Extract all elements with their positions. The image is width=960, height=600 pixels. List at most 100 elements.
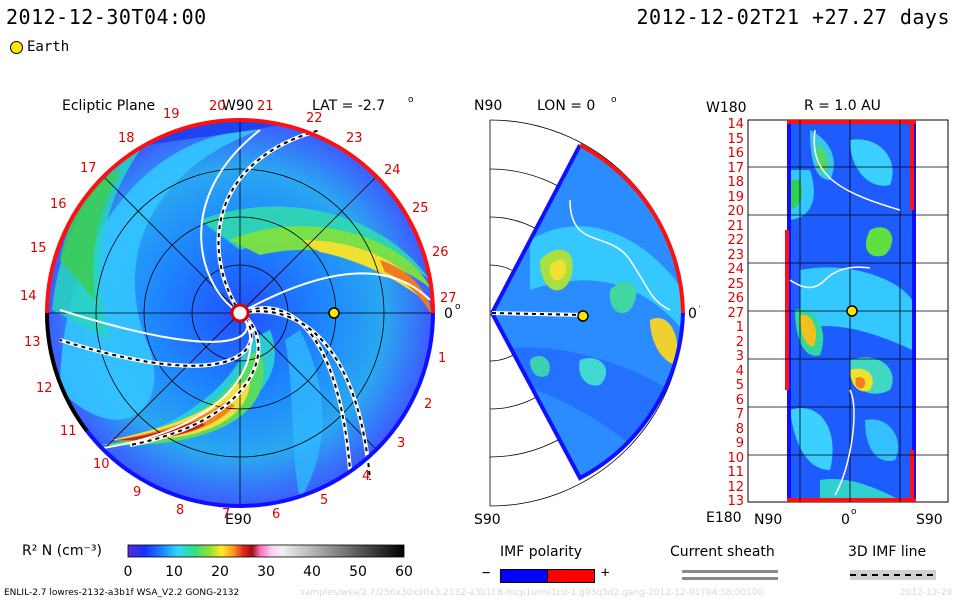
svg-text:20: 20 [211,564,229,580]
svg-text:20: 20 [727,204,744,219]
svg-text:6: 6 [272,507,280,522]
colorbar: 0 10 20 30 40 50 60 [124,544,413,580]
ecliptic-polarity-rim [44,118,435,509]
ecliptic-top-label: W90 [222,98,254,114]
radial-title: R = 1.0 AU [804,98,881,114]
svg-text:16: 16 [727,146,744,161]
svg-text:30: 30 [257,564,275,580]
svg-text:17: 17 [80,161,97,176]
colorbar-label: R² N (cm⁻³) [22,543,102,559]
ecliptic-bottom-label: E90 [225,512,252,528]
imf-polarity-minus: − [482,565,491,581]
svg-text:24: 24 [384,163,401,178]
imf-polarity-plus: + [601,565,610,581]
ecliptic-tick-labels: 19 20 21 22 23 24 25 26 27 1 2 3 4 5 6 7… [20,99,457,522]
meridional-rim-red [579,143,685,314]
svg-text:3: 3 [397,436,405,451]
radial-top-left: W180 [706,100,747,116]
radial-x-mid: 0 [841,512,850,528]
svg-text:14: 14 [727,117,744,132]
svg-text:22: 22 [727,233,744,248]
svg-text:22: 22 [306,111,323,126]
meridional-lon-degree: o [611,95,617,105]
current-sheath-line-1 [682,570,778,573]
svg-text:25: 25 [727,277,744,292]
ecliptic-plane-panel: Ecliptic Plane LAT = -2.7 o W90 E90 0 o [20,95,461,528]
svg-text:8: 8 [736,422,744,437]
ecliptic-lat-degree: o [408,95,414,105]
svg-text:20: 20 [209,99,226,114]
meridional-rim-upper [490,144,582,314]
meridional-right-degree: o [699,302,700,312]
ecliptic-lat-label: LAT = -2.7 [312,98,385,114]
svg-text:26: 26 [727,291,744,306]
ecliptic-title: Ecliptic Plane [62,98,155,114]
svg-text:10: 10 [727,451,744,466]
svg-text:12: 12 [727,480,744,495]
svg-text:12: 12 [36,381,53,396]
svg-text:18: 18 [727,175,744,190]
ecliptic-right-label: 0 [444,306,453,322]
svg-text:16: 16 [50,197,67,212]
meridional-rim-blue [490,312,685,481]
date-left: 2012-12-30T04:00 [6,5,207,29]
radial-earth-marker-icon [846,305,858,317]
svg-text:11: 11 [60,424,77,439]
svg-text:9: 9 [133,485,141,500]
meridional-panel: N90 LON = 0 o S90 0 o [474,95,700,528]
meridional-lon-label: LON = 0 [537,98,595,114]
earth-legend-label: Earth [27,39,70,55]
svg-text:27: 27 [727,306,744,321]
footer-right: 2012-12-29 [900,588,953,598]
svg-text:27: 27 [440,291,457,306]
radial-surface-panel: W180 R = 1.0 AU E180 N90 0 o S90 [706,98,949,528]
ecliptic-right-degree: o [455,302,461,312]
svg-text:21: 21 [257,99,274,114]
svg-text:19: 19 [163,107,180,122]
svg-text:5: 5 [736,378,744,393]
svg-text:4: 4 [362,469,370,484]
svg-text:1: 1 [736,320,744,335]
svg-text:24: 24 [727,262,744,277]
svg-text:25: 25 [412,201,429,216]
radial-grid [748,120,948,502]
svg-text:21: 21 [727,219,744,234]
current-sheath-title: Current sheath [670,544,775,560]
svg-text:2: 2 [424,397,432,412]
svg-text:3: 3 [736,349,744,364]
svg-text:10: 10 [93,457,110,472]
date-right: 2012-12-02T21 +27.27 days [636,5,950,29]
earth-legend: Earth [10,39,69,55]
svg-text:5: 5 [320,493,328,508]
imf-line-sample [850,570,936,580]
svg-text:23: 23 [727,248,744,263]
svg-text:7: 7 [222,507,230,522]
ecliptic-field-lines [59,128,431,481]
colorbar-ticks: 0 10 20 30 40 50 60 [124,564,413,580]
svg-text:11: 11 [727,465,744,480]
sun-marker-icon [230,303,250,323]
svg-text:8: 8 [176,503,184,518]
imf-polarity-negative-swatch [500,569,548,583]
imf-line-title: 3D IMF line [848,544,927,560]
meridional-earth-marker-icon [577,310,589,322]
current-sheath-line-2 [682,577,778,580]
svg-text:50: 50 [349,564,367,580]
svg-text:1: 1 [438,351,446,366]
svg-text:0: 0 [124,564,133,580]
svg-text:2: 2 [736,335,744,350]
radial-y-ticks: 14 15 16 17 18 19 20 21 22 23 24 25 26 2… [727,117,744,509]
svg-text:10: 10 [165,564,183,580]
svg-text:19: 19 [727,190,744,205]
svg-text:18: 18 [118,131,135,146]
earth-marker-icon [328,307,340,319]
earth-marker-icon [10,40,23,54]
svg-text:60: 60 [395,564,413,580]
svg-text:13: 13 [24,335,41,350]
svg-text:15: 15 [727,132,744,147]
svg-text:14: 14 [20,289,37,304]
meridional-bottom-label: S90 [474,512,501,528]
radial-x-left: N90 [754,512,782,528]
svg-text:40: 40 [303,564,321,580]
svg-text:9: 9 [736,436,744,451]
